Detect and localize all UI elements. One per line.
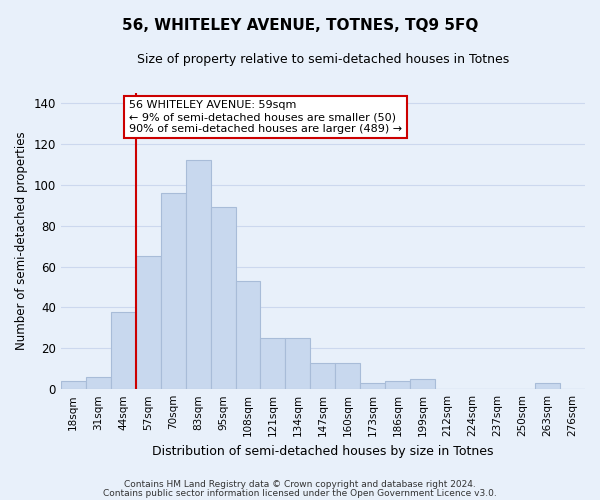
Bar	[286, 338, 310, 389]
Bar	[335, 362, 361, 389]
Bar	[185, 160, 211, 389]
Bar	[310, 362, 335, 389]
Bar	[260, 338, 286, 389]
Y-axis label: Number of semi-detached properties: Number of semi-detached properties	[15, 132, 28, 350]
Text: Contains public sector information licensed under the Open Government Licence v3: Contains public sector information licen…	[103, 488, 497, 498]
Bar	[136, 256, 161, 389]
X-axis label: Distribution of semi-detached houses by size in Totnes: Distribution of semi-detached houses by …	[152, 444, 494, 458]
Text: 56 WHITELEY AVENUE: 59sqm
← 9% of semi-detached houses are smaller (50)
90% of s: 56 WHITELEY AVENUE: 59sqm ← 9% of semi-d…	[129, 100, 402, 134]
Bar	[535, 383, 560, 389]
Title: Size of property relative to semi-detached houses in Totnes: Size of property relative to semi-detach…	[137, 52, 509, 66]
Bar	[61, 381, 86, 389]
Bar	[86, 377, 111, 389]
Bar	[111, 312, 136, 389]
Bar	[211, 208, 236, 389]
Bar	[236, 281, 260, 389]
Bar	[361, 383, 385, 389]
Text: 56, WHITELEY AVENUE, TOTNES, TQ9 5FQ: 56, WHITELEY AVENUE, TOTNES, TQ9 5FQ	[122, 18, 478, 32]
Text: Contains HM Land Registry data © Crown copyright and database right 2024.: Contains HM Land Registry data © Crown c…	[124, 480, 476, 489]
Bar	[385, 381, 410, 389]
Bar	[161, 193, 185, 389]
Bar	[410, 379, 435, 389]
